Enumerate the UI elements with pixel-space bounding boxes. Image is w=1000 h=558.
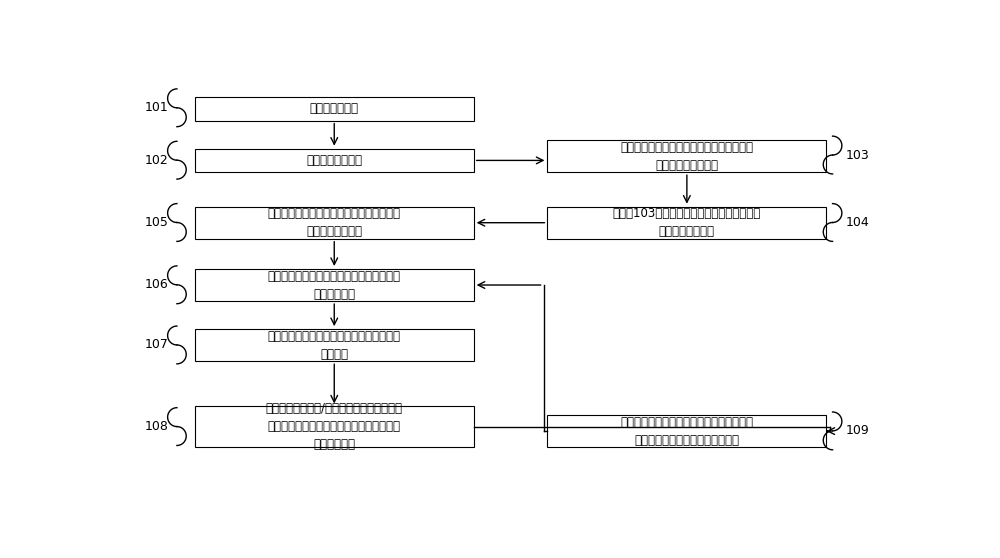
Text: 基于上述操作、和/或、当前通话过程中听筒
播放的语音信息、确定进入语音服务号码的
下一服务阶段: 基于上述操作、和/或、当前通话过程中听筒 播放的语音信息、确定进入语音服务号码的…: [266, 402, 403, 451]
Text: 109: 109: [846, 425, 870, 437]
Text: 接收针对服务模板包括的提示内容或者拨号
盘进行的操作: 接收针对服务模板包括的提示内容或者拨号 盘进行的操作: [268, 270, 401, 301]
Text: 104: 104: [846, 216, 870, 229]
Text: 若步骤103的确定结果为是，则向服务器发送
服务模板更新请求: 若步骤103的确定结果为是，则向服务器发送 服务模板更新请求: [613, 207, 761, 238]
Text: 107: 107: [144, 339, 168, 352]
Text: 102: 102: [144, 153, 168, 167]
Text: 108: 108: [144, 420, 168, 433]
FancyBboxPatch shape: [547, 415, 826, 447]
Text: 101: 101: [144, 102, 168, 114]
Text: 106: 106: [144, 278, 168, 291]
Text: 将第一提示内容发送给语音服务号码对应的
通信设备: 将第一提示内容发送给语音服务号码对应的 通信设备: [268, 330, 401, 360]
FancyBboxPatch shape: [547, 140, 826, 172]
Text: 拨打语音服务号码: 拨打语音服务号码: [306, 154, 362, 167]
Text: 建立服务模板库: 建立服务模板库: [310, 102, 359, 116]
Text: 获取下一服务阶段的服务模板，并在通话界
面上显示下一服务阶段的服务模板: 获取下一服务阶段的服务模板，并在通话界 面上显示下一服务阶段的服务模板: [620, 416, 753, 446]
Text: 确定拨打的语音服务号码对应的服务模板的
版本号是否需要更新: 确定拨打的语音服务号码对应的服务模板的 版本号是否需要更新: [620, 141, 753, 172]
FancyBboxPatch shape: [195, 329, 474, 361]
FancyBboxPatch shape: [547, 206, 826, 239]
FancyBboxPatch shape: [195, 269, 474, 301]
FancyBboxPatch shape: [195, 97, 474, 121]
Text: 105: 105: [144, 216, 168, 229]
FancyBboxPatch shape: [195, 206, 474, 239]
Text: 在通话界面上显示该语音服务号码在当前服
务阶段的服务模板: 在通话界面上显示该语音服务号码在当前服 务阶段的服务模板: [268, 207, 401, 238]
FancyBboxPatch shape: [195, 148, 474, 172]
FancyBboxPatch shape: [195, 406, 474, 447]
Text: 103: 103: [846, 148, 870, 161]
